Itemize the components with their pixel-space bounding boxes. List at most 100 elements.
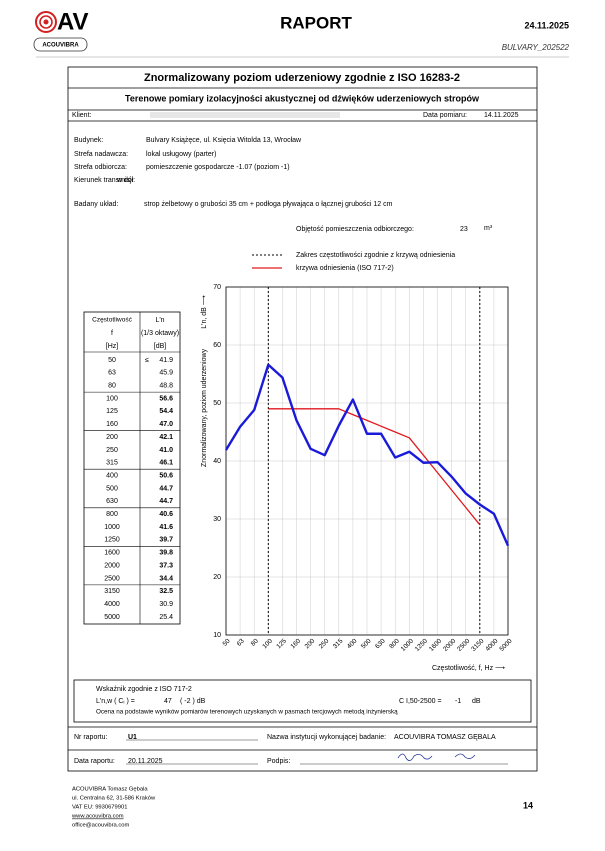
c-unit: dB — [472, 698, 481, 705]
x-tick-label: 125 — [275, 637, 288, 650]
table-value: 41.6 — [159, 524, 173, 531]
date: 14.11.2025 — [484, 112, 519, 119]
series-line — [224, 363, 510, 547]
table-value: 30.9 — [159, 601, 173, 608]
table-frequency: 315 — [106, 460, 118, 467]
y-tick-label: 70 — [213, 284, 221, 291]
field-value: lokal usługowy (parter) — [146, 151, 216, 158]
footer-line: office@acouvibra.com — [72, 823, 130, 829]
x-tick-label: 50 — [222, 637, 232, 647]
x-tick-label: 80 — [250, 637, 260, 647]
c-lhs: C I,50-2500 = — [399, 698, 442, 705]
table-header: [dB] — [154, 343, 167, 350]
table-header: L'n — [155, 317, 164, 324]
table-frequency: 1600 — [104, 550, 120, 557]
y-tick-label: 50 — [213, 400, 221, 407]
rating-title: Wskaźnik zgodnie z ISO 717-2 — [96, 686, 192, 693]
signature-label: Podpis: — [267, 758, 290, 765]
table-frequency: 4000 — [104, 601, 120, 608]
field-label: Strefa odbiorcza: — [74, 164, 127, 171]
report-subtitle: Terenowe pomiary izolacyjności akustyczn… — [125, 93, 480, 103]
brand: ACOUVIBRA — [42, 43, 79, 49]
table-frequency: 63 — [108, 370, 116, 377]
table-frequency: 800 — [106, 511, 118, 518]
logo-text: AV — [57, 8, 89, 35]
table-value: 34.4 — [159, 575, 173, 582]
table-value: 44.7 — [159, 498, 173, 505]
table-frequency: 500 — [106, 485, 118, 492]
frame — [67, 66, 538, 772]
y-tick-label: 20 — [213, 574, 221, 581]
table-frequency: 100 — [106, 395, 118, 402]
footer-line: VAT EU: 9930679901 — [72, 805, 127, 811]
x-axis-label: Częstotliwość, f, Hz ⟶ — [432, 665, 505, 672]
table-value: 39.8 — [159, 550, 173, 557]
volume-unit: m³ — [484, 225, 493, 232]
series-line — [268, 408, 481, 526]
table-frequency: 80 — [108, 383, 116, 390]
report-no-label: Nr raportu: — [74, 734, 108, 741]
x-tick-label: 630 — [374, 637, 387, 650]
table-frequency: 250 — [106, 447, 118, 454]
table-value: 39.7 — [159, 537, 173, 544]
x-tick-label: 200 — [304, 637, 317, 650]
page-number: 14 — [523, 800, 533, 810]
signature — [397, 753, 476, 761]
footer-line: ACOUVIBRA Tomasz Gębala — [72, 787, 148, 793]
plot-frame — [225, 286, 509, 636]
field-value: Bulvary Książęce, ul. Księcia Witolda 13… — [146, 137, 302, 144]
table-frequency: 160 — [106, 421, 118, 428]
volume-label: Objętość pomieszczenia odbiorczego: — [296, 226, 414, 233]
table-qualifier: ≤ — [145, 357, 149, 364]
table-value: 45.9 — [159, 370, 173, 377]
field-label: Badany układ: — [74, 201, 118, 208]
redacted-client — [150, 112, 340, 118]
y-tick-label: 10 — [213, 632, 221, 639]
table-frequency: 50 — [108, 357, 116, 364]
table-frame — [83, 311, 181, 625]
table-header: f — [111, 330, 113, 337]
x-tick-label: 1250 — [414, 637, 429, 652]
table-value: 56.6 — [159, 395, 173, 402]
y-tick-label: 40 — [213, 458, 221, 465]
table-frequency: 1000 — [104, 524, 120, 531]
footer-line: www.acouvibra.com — [71, 814, 124, 820]
table-value: 41.0 — [159, 447, 173, 454]
x-tick-label: 500 — [360, 637, 373, 650]
c-value: -1 — [455, 698, 461, 705]
table-value: 25.4 — [159, 614, 173, 621]
y-tick-label: 60 — [213, 342, 221, 349]
x-tick-label: 63 — [236, 637, 246, 647]
x-tick-label: 100 — [261, 637, 274, 650]
institution-label: Nazwa instytucji wykonującej badanie: — [267, 734, 386, 741]
field-value: pomieszczenie gospodarcze -1.07 (poziom … — [146, 164, 290, 171]
x-tick-label: 315 — [332, 637, 345, 650]
report-date: 20.11.2025 — [128, 758, 163, 765]
x-tick-label: 250 — [318, 637, 331, 650]
client-label: Klient: — [72, 112, 92, 119]
field-value: w dół — [116, 177, 134, 184]
x-tick-label: 1600 — [428, 637, 443, 652]
date-label: Data pomiaru: — [423, 112, 467, 119]
report-title: Znormalizowany poziom uderzeniowy zgodni… — [144, 72, 460, 84]
doc-title: RAPORT — [280, 13, 352, 32]
table-value: 50.6 — [159, 472, 173, 479]
doc-date: 24.11.2025 — [524, 20, 569, 30]
table-value: 42.1 — [159, 434, 173, 441]
rating-note: Ocena na podstawie wyników pomiarów tere… — [96, 709, 398, 716]
table-frequency: 400 — [106, 472, 118, 479]
x-tick-label: 160 — [290, 637, 303, 650]
field-label: Budynek: — [74, 137, 103, 144]
report-date-label: Data raportu: — [74, 758, 115, 765]
table-frequency: 1250 — [104, 537, 120, 544]
table-frequency: 200 — [106, 434, 118, 441]
table-value: 46.1 — [159, 460, 173, 467]
field-value: strop żelbetowy o grubości 35 cm + podło… — [144, 201, 393, 208]
rating-ci: ( -2 ) dB — [180, 698, 206, 705]
legend-label: krzywa odniesienia (ISO 717-2) — [296, 265, 394, 272]
footer-line: ul. Centralna 62, 31-586 Kraków — [72, 796, 156, 802]
table-frequency: 125 — [106, 408, 118, 415]
x-tick-label: 2000 — [442, 637, 457, 652]
x-tick-label: 3150 — [470, 637, 485, 652]
